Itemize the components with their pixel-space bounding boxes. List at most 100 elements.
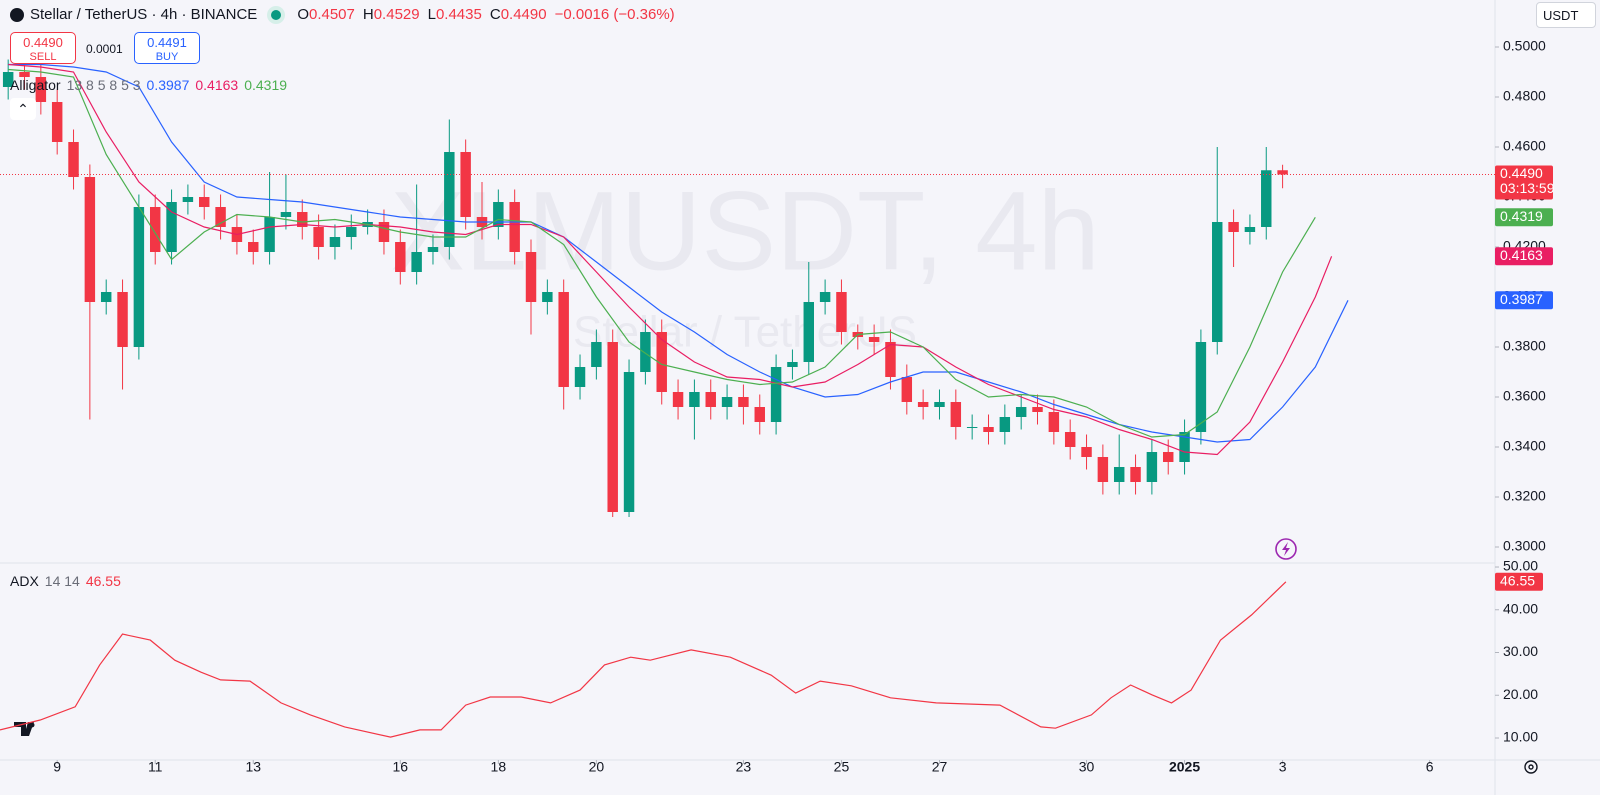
indicator-line (8, 68, 1316, 438)
change: −0.0016 (−0.36%) (554, 6, 675, 23)
lightning-icon[interactable] (1275, 538, 1297, 560)
indicator-line (0, 581, 1287, 738)
candle-body (460, 152, 471, 217)
x-tick-label: 25 (834, 759, 850, 775)
candle-body (280, 212, 292, 217)
indicator-value: 0.4163 (195, 77, 239, 93)
candle-body (51, 102, 63, 142)
x-tick-label: 13 (245, 759, 261, 775)
candle-body (917, 402, 929, 407)
candle-body (689, 392, 700, 407)
indicator-badge (1495, 247, 1553, 266)
x-tick-label: 3 (1279, 759, 1287, 775)
candle-body (558, 292, 569, 387)
adx-legend: ADX 14 14 46.55 (10, 573, 121, 589)
y-tick-label: 20.00 (1503, 686, 1538, 702)
candle-body (346, 227, 357, 237)
watermark: XLMUSDT, 4h Stellar / TetherUS (390, 169, 1100, 357)
x-tick-label: 27 (932, 759, 948, 775)
candle-body (149, 207, 161, 252)
candle-body (264, 217, 275, 252)
y-tick-label: 0.3800 (1503, 338, 1546, 354)
candle-body (950, 402, 962, 427)
symbol-icon (10, 7, 24, 22)
candle-body (329, 237, 341, 247)
candle-body (182, 197, 194, 202)
candle-body (885, 342, 896, 377)
watermark-main: XLMUSDT, 4h (390, 169, 1100, 294)
settings-icon[interactable] (1524, 760, 1538, 774)
candle-body (1113, 467, 1125, 482)
candle-body (868, 337, 880, 342)
ohlc-value: 0.4490 (500, 6, 547, 23)
indicator-badge-label: 0.3987 (1500, 291, 1543, 307)
candle-body (1244, 227, 1256, 232)
candle-body (966, 427, 978, 428)
candle-body (1277, 170, 1288, 175)
x-tick-label: 30 (1079, 759, 1095, 775)
header: Stellar / TetherUS · 4h · BINANCE O0.450… (10, 6, 675, 23)
sell-button[interactable]: 0.4490 SELL (10, 32, 76, 64)
y-tick-label: 10.00 (1503, 729, 1538, 745)
candle-body (738, 397, 749, 407)
candle-body (819, 292, 831, 302)
symbol[interactable]: Stellar / TetherUS · 4h · BINANCE (30, 6, 258, 23)
ohlc-key: C (489, 6, 501, 23)
candle-body (1015, 407, 1027, 417)
sell-price: 0.4490 (23, 35, 63, 50)
watermark-sub: Stellar / TetherUS (573, 308, 917, 357)
y-tick-label: 0.3400 (1503, 438, 1546, 454)
candle-body (1212, 222, 1223, 342)
indicator-badge-label: 46.55 (1500, 572, 1535, 588)
candle-body (1064, 432, 1076, 447)
y-tick-label: 0.4600 (1503, 138, 1546, 154)
candle-body (248, 242, 259, 252)
candle-body (1228, 222, 1239, 232)
spread: 0.0001 (86, 42, 123, 56)
candle-body (525, 252, 537, 302)
candle-body (378, 222, 390, 242)
candle-body (297, 212, 308, 227)
currency-select[interactable]: USDT (1536, 2, 1596, 28)
ohlc-item: H0.4529 (363, 6, 420, 23)
candle-body (215, 207, 226, 227)
x-tick-label: 16 (393, 759, 409, 775)
y-tick-label: 0.3200 (1503, 488, 1546, 504)
candle-body (35, 77, 47, 102)
market-status (271, 9, 282, 20)
candle-body (656, 332, 667, 392)
ohlc-value: 0.4507 (308, 6, 355, 23)
x-tick-label: 9 (53, 759, 61, 775)
ohlc-key: H (362, 6, 374, 23)
candle-body (411, 252, 422, 272)
candle-body (787, 362, 798, 367)
indicator-badge (1495, 572, 1543, 591)
candle-body (166, 202, 177, 252)
indicator-value: 0.3987 (146, 77, 190, 93)
candle-body (1261, 170, 1272, 227)
y-tick-label: 0.5000 (1503, 38, 1546, 54)
buy-price: 0.4491 (147, 35, 187, 50)
countdown: 03:13:59 (1500, 180, 1555, 196)
x-tick-label: 11 (148, 759, 163, 775)
candle-body (1048, 412, 1060, 432)
candle-body (133, 207, 145, 347)
buy-label: BUY (155, 51, 179, 63)
indicator-line (8, 63, 1349, 443)
candle-body (623, 372, 635, 512)
candle-body (574, 367, 586, 387)
adx-name: ADX (10, 573, 39, 589)
sell-label: SELL (29, 51, 57, 63)
alligator-legend: Alligator 13 8 5 8 5 3 0.3987 0.4163 0.431… (10, 77, 287, 93)
price-badge-label: 0.4490 (1500, 165, 1543, 181)
buy-button[interactable]: 0.4491 BUY (134, 32, 200, 64)
candle-body (901, 377, 913, 402)
candle-body (117, 292, 128, 347)
candle-body (313, 227, 324, 247)
collapse-button[interactable]: ⌃ (10, 98, 36, 120)
adx-value: 46.55 (85, 573, 121, 589)
candle-body (509, 202, 520, 252)
candle-body (591, 342, 602, 367)
x-tick-label: 6 (1426, 759, 1434, 775)
